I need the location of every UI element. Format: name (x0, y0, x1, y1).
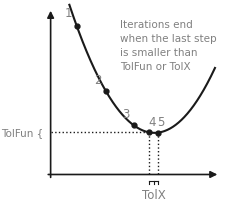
Text: 5: 5 (157, 116, 165, 129)
Text: 4: 4 (148, 116, 156, 129)
Text: 1: 1 (65, 7, 72, 20)
Text: TolX: TolX (142, 188, 165, 201)
Text: 2: 2 (94, 73, 102, 86)
Text: TolFun {: TolFun { (1, 128, 44, 138)
Text: 3: 3 (122, 107, 130, 120)
Text: Iterations end
when the last step
is smaller than
TolFun or TolX: Iterations end when the last step is sma… (120, 20, 216, 72)
